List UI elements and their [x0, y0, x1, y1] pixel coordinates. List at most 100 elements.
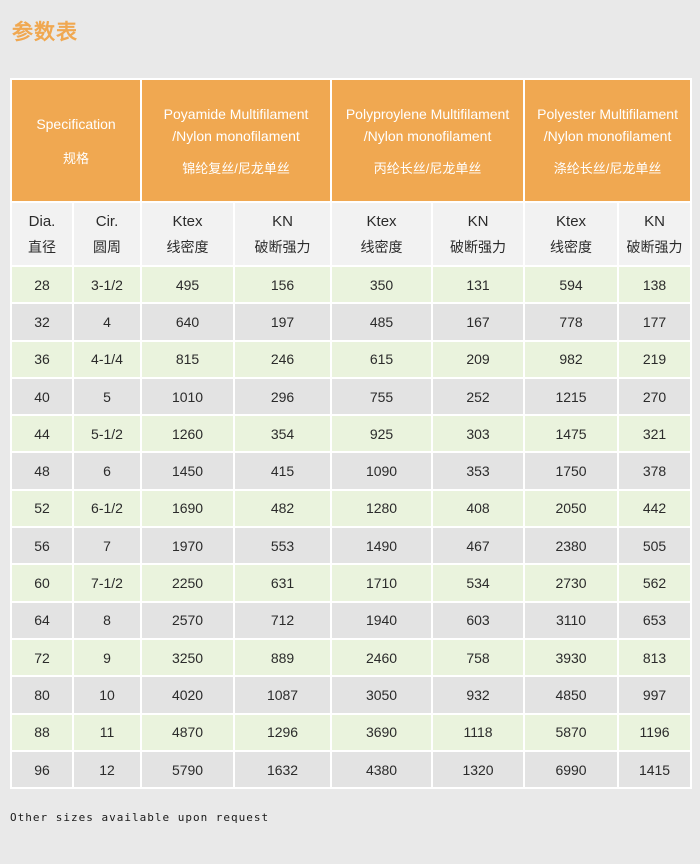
cell: 1710: [330, 563, 434, 603]
cell: 5-1/2: [71, 414, 143, 454]
subheader-kn-2: KN 破断强力: [431, 201, 526, 267]
cell: 1260: [140, 414, 236, 454]
table-row: 32 4 640 197 485 167 778 177: [10, 302, 693, 342]
group-label-zh: 规格: [63, 151, 90, 166]
cell: 3-1/2: [71, 264, 143, 305]
cell: 5790: [140, 749, 236, 790]
cell: 1087: [233, 675, 333, 715]
cell: 28: [10, 264, 74, 305]
subheader-zh: 圆周: [93, 239, 121, 255]
table-row: 96 12 5790 1632 4380 1320 6990 1415: [10, 749, 693, 790]
cell: 10: [71, 675, 143, 715]
cell: 1280: [330, 488, 434, 529]
group-header-polyamide: Poyamide Multifilament /Nylon monofilame…: [140, 78, 333, 203]
cell: 6990: [523, 749, 620, 790]
group-header-specification: Specification 规格: [9, 78, 143, 203]
cell: 96: [10, 749, 74, 790]
cell: 378: [617, 451, 693, 491]
cell: 1450: [140, 451, 236, 491]
table-row: 44 5-1/2 1260 354 925 303 1475 321: [10, 414, 693, 454]
cell: 813: [617, 637, 693, 678]
subheader-en: KN: [467, 213, 489, 230]
cell: 1750: [523, 451, 620, 491]
cell: 64: [10, 600, 74, 640]
group-label-en: Polyester Multifilament: [537, 106, 678, 122]
cell: 615: [330, 339, 434, 379]
cell: 1215: [523, 376, 620, 417]
table-row: 56 7 1970 553 1490 467 2380 505: [10, 526, 693, 566]
cell: 11: [71, 712, 143, 752]
cell: 219: [617, 339, 693, 379]
cell: 52: [10, 488, 74, 529]
page-title: 参数表: [12, 21, 78, 44]
subheader-zh: 线密度: [550, 239, 593, 255]
cell: 778: [523, 302, 620, 342]
cell: 758: [431, 637, 526, 678]
table-row: 80 10 4020 1087 3050 932 4850 997: [10, 675, 693, 715]
subheader-zh: 直径: [28, 239, 56, 255]
cell: 88: [10, 712, 74, 752]
cell: 32: [10, 302, 74, 342]
cell: 415: [233, 451, 333, 491]
group-label-en2: /Nylon monofilament: [543, 128, 672, 144]
group-header-row: Specification 规格 Poyamide Multifilament …: [9, 78, 693, 203]
subheader-en: KN: [644, 213, 665, 230]
cell: 209: [431, 339, 526, 379]
table-row: 52 6-1/2 1690 482 1280 408 2050 442: [10, 488, 693, 529]
page: 参数表 Specification 规格 Poyamide Multifilam…: [0, 16, 700, 864]
subheader-kn-1: KN 破断强力: [233, 201, 333, 267]
cell: 1632: [233, 749, 333, 790]
cell: 603: [431, 600, 526, 640]
cell: 48: [10, 451, 74, 491]
cell: 1475: [523, 414, 620, 454]
cell: 2570: [140, 600, 236, 640]
cell: 1415: [617, 749, 693, 790]
cell: 197: [233, 302, 333, 342]
cell: 4870: [140, 712, 236, 752]
cell: 7: [71, 526, 143, 566]
cell: 1010: [140, 376, 236, 417]
subheader-en: Ktex: [556, 213, 587, 230]
group-label-en2: /Nylon monofilament: [363, 128, 492, 144]
group-label-en: Specification: [36, 116, 116, 132]
footer-note: Other sizes available upon request: [10, 811, 270, 825]
cell: 3110: [523, 600, 620, 640]
table-body: 28 3-1/2 495 156 350 131 594 138 32 4 640 197 485 167…: [10, 264, 693, 790]
cell: 505: [617, 526, 693, 566]
table-row: 36 4-1/4 815 246 615 209 982 219: [10, 339, 693, 379]
cell: 1940: [330, 600, 434, 640]
subheader-ktex-2: Ktex 线密度: [330, 201, 434, 267]
cell: 4-1/4: [71, 339, 143, 379]
cell: 1118: [431, 712, 526, 752]
cell: 4850: [523, 675, 620, 715]
cell: 36: [10, 339, 74, 379]
subheader-zh: 线密度: [166, 239, 209, 255]
table-row: 88 11 4870 1296 3690 1118 5870 1196: [10, 712, 693, 752]
subheader-kn-3: KN 破断强力: [617, 201, 693, 267]
cell: 4380: [330, 749, 434, 790]
cell: 2380: [523, 526, 620, 566]
cell: 562: [617, 563, 693, 603]
cell: 3250: [140, 637, 236, 678]
cell: 5870: [523, 712, 620, 752]
cell: 1970: [140, 526, 236, 566]
table-row: 60 7-1/2 2250 631 1710 534 2730 562: [10, 563, 693, 603]
cell: 755: [330, 376, 434, 417]
cell: 321: [617, 414, 693, 454]
cell: 5: [71, 376, 143, 417]
cell: 932: [431, 675, 526, 715]
cell: 712: [233, 600, 333, 640]
cell: 72: [10, 637, 74, 678]
cell: 7-1/2: [71, 563, 143, 603]
group-label-en: Polyproylene Multifilament: [345, 106, 510, 122]
cell: 131: [431, 264, 526, 305]
cell: 553: [233, 526, 333, 566]
cell: 442: [617, 488, 693, 529]
cell: 12: [71, 749, 143, 790]
cell: 640: [140, 302, 236, 342]
cell: 6: [71, 451, 143, 491]
subheader-ktex-3: Ktex 线密度: [523, 201, 620, 267]
cell: 982: [523, 339, 620, 379]
group-label-en2: /Nylon monofilament: [172, 128, 300, 144]
cell: 80: [10, 675, 74, 715]
